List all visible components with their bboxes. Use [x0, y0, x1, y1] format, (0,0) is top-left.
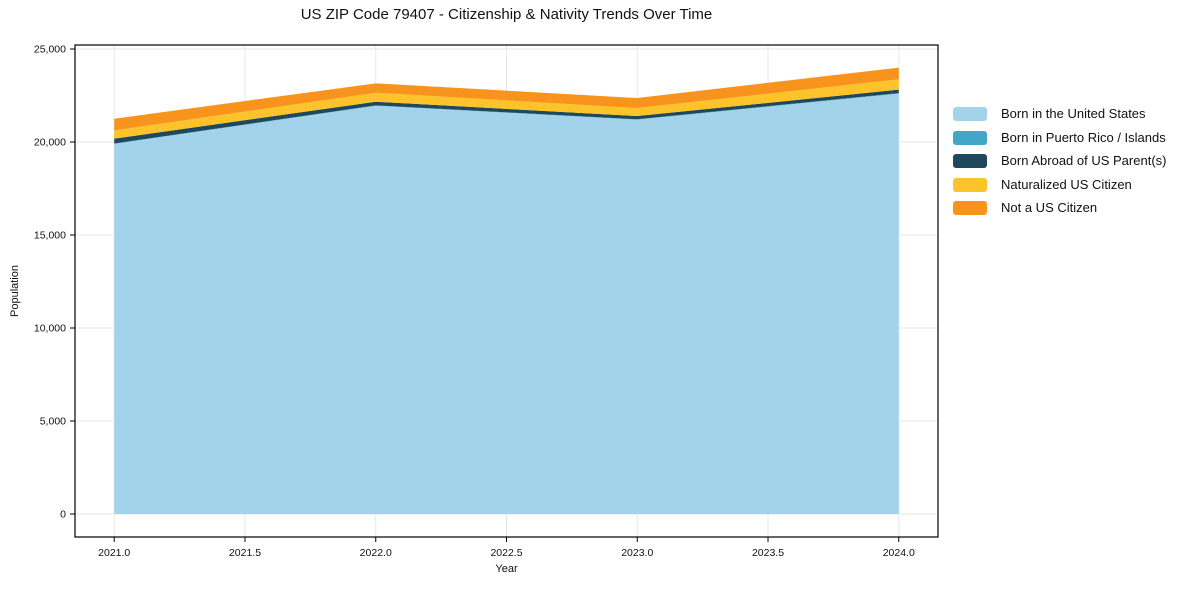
y-tick-label: 5,000: [40, 416, 66, 428]
legend-item-born-us: Born in the United States: [953, 107, 1166, 121]
legend-item-born-pr: Born in Puerto Rico / Islands: [953, 129, 1166, 145]
legend-label: Naturalized US Citizen: [1001, 176, 1132, 192]
area-naturalized: [114, 79, 899, 139]
legend-item-born-abroad: Born Abroad of US Parent(s): [953, 154, 1166, 168]
legend-swatch-born-us: [953, 107, 987, 121]
legend-label: Born Abroad of US Parent(s): [1001, 153, 1167, 168]
x-tick-label: 2021.0: [98, 547, 130, 559]
x-tick-label: 2022.0: [360, 547, 392, 559]
y-axis-label: Population: [9, 265, 21, 317]
legend-swatch-born-pr: [953, 130, 987, 145]
legend-label: Born in Puerto Rico / Islands: [1001, 129, 1166, 145]
x-tick-label: 2021.5: [229, 547, 261, 559]
legend-label: Born in the United States: [1001, 106, 1146, 121]
legend: Born in the United States Born in Puerto …: [953, 107, 1166, 215]
x-axis-label: Year: [495, 563, 518, 575]
legend-swatch-born-abroad: [953, 154, 987, 168]
area-not-citizen: [114, 67, 899, 131]
x-tick-label: 2023.5: [752, 547, 784, 559]
y-tick-label: 10,000: [34, 323, 66, 335]
legend-swatch-naturalized: [953, 177, 987, 192]
y-tick-label: 0: [60, 509, 66, 521]
legend-item-not-citizen: Not a US Citizen: [953, 201, 1166, 215]
area-born-us: [114, 93, 899, 515]
x-tick-label: 2022.5: [490, 547, 522, 559]
y-tick-label: 25,000: [34, 43, 66, 55]
chart-title: US ZIP Code 79407 - Citizenship & Nativi…: [300, 6, 713, 23]
legend-swatch-not-citizen: [953, 201, 987, 215]
y-tick-label: 15,000: [34, 230, 66, 242]
x-tick-label: 2023.0: [621, 547, 653, 559]
y-tick-label: 20,000: [34, 137, 66, 149]
legend-item-naturalized: Naturalized US Citizen: [953, 176, 1166, 192]
legend-label: Not a US Citizen: [1001, 200, 1098, 215]
area-born-abroad: [114, 89, 899, 144]
x-tick-label: 2024.0: [883, 547, 915, 559]
